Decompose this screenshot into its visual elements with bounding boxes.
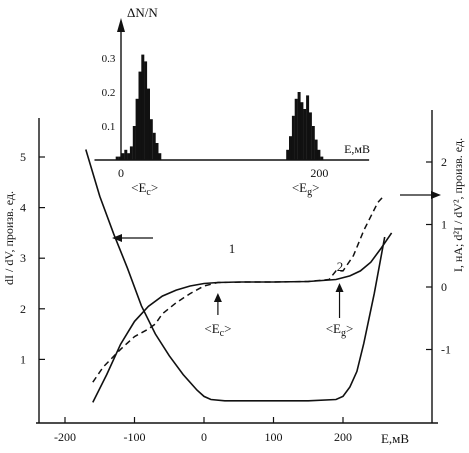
y-left-tick-label: 3 — [20, 251, 26, 265]
histogram-bar — [138, 71, 142, 160]
inset-histogram: 200 0 E,мВ ΔN/N 0.1 0.2 0.3 <Ec> <Eg> — [94, 5, 370, 198]
curve-2-label: 2 — [337, 259, 344, 274]
histogram-bar — [158, 153, 162, 160]
histogram-bar — [124, 149, 128, 160]
main-plot: -200 -100 0 100 200 E,мВ 1 2 3 4 5 -1 0 1 2 dI / dV, пр… — [2, 110, 465, 446]
y-right-tick-label: 2 — [441, 155, 447, 169]
histogram-bar — [297, 92, 301, 160]
histogram-bar — [314, 139, 318, 160]
histogram-bar — [289, 136, 292, 160]
y-left-tick-label: 4 — [20, 201, 26, 215]
y-left-tick-label: 5 — [20, 150, 26, 164]
ec-main-label: <Ec> — [204, 321, 231, 339]
x-tick-label: -100 — [124, 430, 146, 444]
series-I-line — [85, 149, 386, 402]
histogram-bar — [152, 132, 156, 160]
inset-x-tick-label-200: 200 — [310, 166, 328, 180]
eg-inset-label: <Eg> — [292, 180, 320, 198]
x-axis-label: E,мВ — [381, 431, 409, 446]
histogram-bar — [306, 95, 310, 160]
eg-main-label: <Eg> — [326, 321, 354, 339]
histogram-bar — [155, 143, 159, 160]
histogram-bar — [303, 109, 307, 160]
inset-y-tick-label: 0.1 — [102, 121, 116, 133]
histogram-bar — [144, 61, 148, 160]
y-right-axis-title: I, нА; d²I / dV², произв. ед. — [451, 138, 465, 272]
inset-y-tick-label: 0.3 — [102, 53, 116, 65]
histogram-bar — [141, 54, 145, 160]
y-right-tick-label: 1 — [441, 218, 447, 232]
histogram-bar — [311, 126, 315, 160]
ec-inset-label: <Ec> — [131, 180, 158, 198]
histogram-bar — [132, 126, 136, 160]
series-1-line — [92, 232, 393, 403]
x-tick-label: 100 — [265, 430, 283, 444]
inset-title: ΔN/N — [127, 5, 158, 20]
y-right-tick-label: -1 — [441, 343, 451, 357]
eg-arrow-head — [335, 283, 344, 292]
ec-arrow-head — [213, 293, 222, 302]
histogram-bar — [286, 149, 290, 160]
histogram-bar — [291, 115, 295, 160]
x-tick-label: 0 — [201, 430, 207, 444]
series-2-line — [92, 194, 386, 383]
histogram-bar — [294, 98, 298, 160]
histogram-bar — [149, 119, 153, 160]
y-left-axis-title: dI / dV, произв. ед. — [2, 191, 16, 285]
histogram-bar — [135, 98, 139, 160]
histogram-bar — [118, 156, 122, 160]
x-tick-label: 200 — [334, 430, 352, 444]
y-right-tick-label: 0 — [441, 280, 447, 294]
histogram-bar — [115, 156, 119, 160]
histogram-bar — [121, 153, 125, 160]
inset-y-tick-label: 0.2 — [102, 87, 116, 99]
histogram-bar — [147, 88, 150, 160]
inset-x-tick-label-0: 0 — [118, 166, 124, 180]
histogram-bar — [127, 153, 131, 160]
y-left-tick-label: 2 — [20, 302, 26, 316]
x-tick-label: -200 — [54, 430, 76, 444]
histogram-bar — [317, 149, 321, 160]
histogram-bar — [129, 146, 133, 160]
inset-y-arrow-head — [117, 18, 125, 32]
curve-1-label: 1 — [229, 241, 236, 256]
left-axis-arrow-head — [112, 234, 122, 242]
histogram-bar — [300, 102, 304, 160]
histogram-bar — [320, 156, 324, 160]
inset-x-axis-label: E,мВ — [344, 142, 370, 156]
y-left-tick-label: 1 — [20, 352, 26, 366]
right-axis-arrow-head — [431, 191, 441, 199]
histogram-bar — [308, 112, 312, 160]
